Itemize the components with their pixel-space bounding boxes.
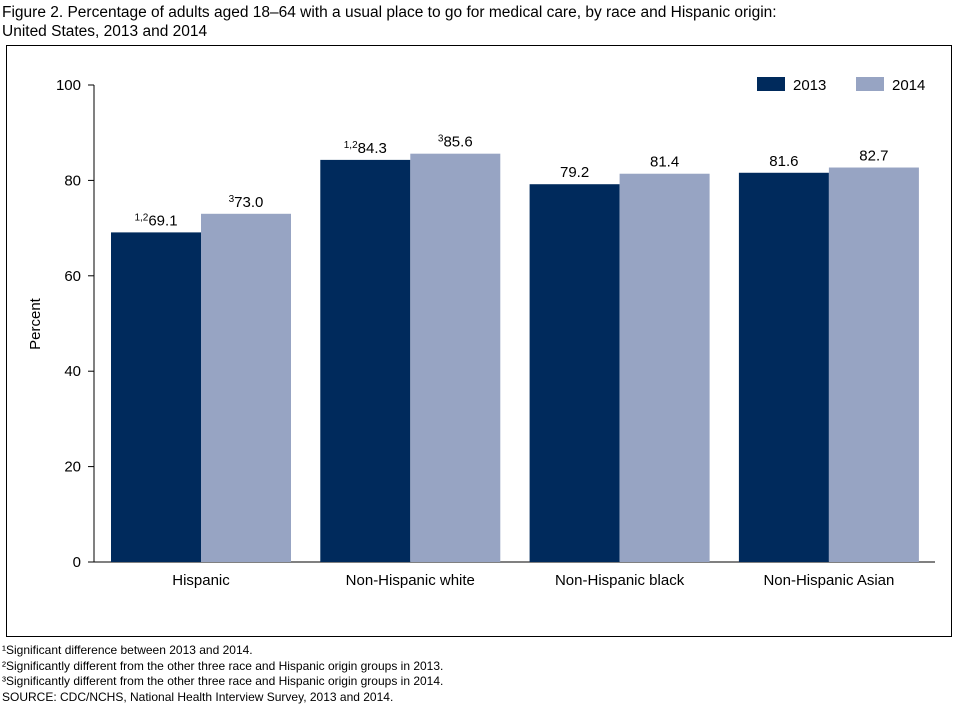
data-label: 81.4 — [650, 154, 679, 171]
data-label: 79.2 — [560, 164, 589, 181]
y-axis-label: Percent — [27, 297, 44, 350]
footnotes: ¹Significant difference between 2013 and… — [2, 643, 443, 705]
legend-swatch-2013 — [757, 77, 785, 91]
footnote-marker: 3 — [229, 194, 235, 205]
bar-2013 — [529, 184, 620, 562]
data-label: 373.0 — [229, 194, 264, 211]
data-label: 82.7 — [859, 148, 888, 165]
bar-2014 — [619, 173, 710, 563]
bar-2014 — [201, 213, 291, 563]
bar-2014 — [410, 153, 501, 563]
bar-2014 — [828, 167, 919, 562]
y-tick-label: 100 — [56, 77, 81, 94]
footnote-marker: 3 — [438, 134, 444, 145]
y-tick-label: 40 — [64, 363, 81, 380]
source-note: SOURCE: CDC/NCHS, National Health Interv… — [2, 689, 394, 704]
x-category-label: Non-Hispanic black — [555, 572, 685, 589]
figure-title: Figure 2. Percentage of adults aged 18–6… — [2, 3, 952, 41]
footnote-1: ¹Significant difference between 2013 and… — [2, 643, 253, 657]
legend-label-2014: 2014 — [892, 77, 925, 94]
footnote-3: ³Significantly different from the other … — [2, 674, 444, 688]
bar-2013 — [111, 232, 201, 562]
footnote-marker: 1,2 — [344, 140, 358, 151]
y-tick-label: 0 — [73, 554, 81, 571]
x-category-label: Hispanic — [172, 572, 230, 589]
data-label: 385.6 — [438, 134, 473, 151]
y-tick-label: 60 — [64, 268, 81, 285]
data-label: 1,284.3 — [344, 140, 387, 157]
title-line-2: United States, 2013 and 2014 — [2, 23, 208, 40]
y-tick-label: 80 — [64, 172, 81, 189]
data-label: 81.6 — [769, 153, 798, 170]
x-category-label: Non-Hispanic Asian — [763, 572, 894, 589]
chart-frame — [6, 45, 952, 637]
data-label: 1,269.1 — [134, 212, 177, 229]
bar-2013 — [320, 159, 411, 562]
x-category-label: Non-Hispanic white — [346, 572, 475, 589]
footnote-2: ²Significantly different from the other … — [2, 658, 444, 673]
legend-label-2013: 2013 — [793, 77, 826, 94]
footnote-marker: 1,2 — [134, 212, 148, 223]
y-tick-label: 20 — [64, 459, 81, 476]
legend-swatch-2014 — [856, 77, 884, 91]
title-line-1: Figure 2. Percentage of adults aged 18–6… — [2, 4, 777, 21]
bar-2013 — [738, 172, 829, 562]
